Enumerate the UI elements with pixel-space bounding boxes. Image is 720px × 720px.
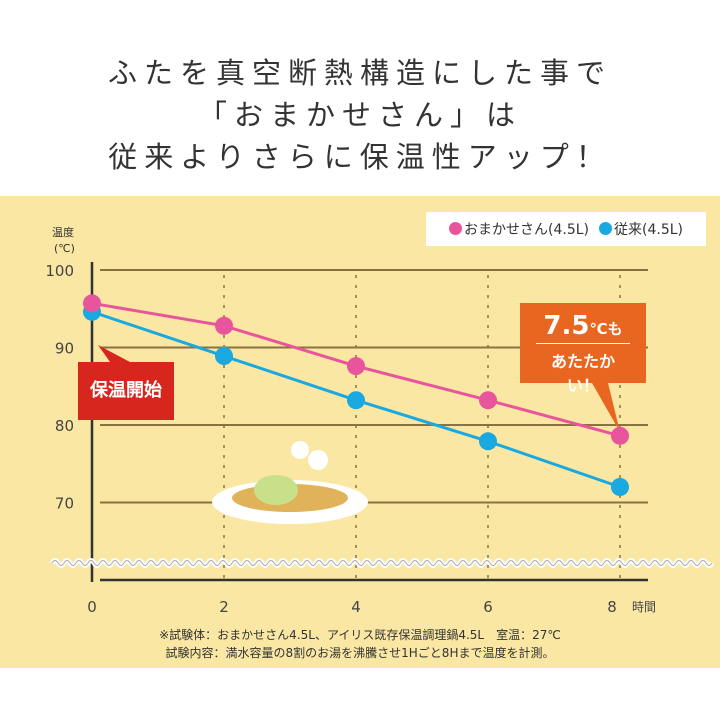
legend-item: 従来(4.5L): [599, 219, 683, 239]
x-tick-label: 4: [351, 598, 361, 616]
y-axis-unit: (℃): [54, 242, 75, 255]
y-tick-label: 90: [55, 340, 74, 358]
diff-value: 7.5: [543, 311, 590, 341]
legend-item: おまかせさん(4.5L): [449, 219, 589, 239]
diff-headline: 7.5℃も: [520, 311, 646, 341]
pink-dot-icon: [449, 222, 462, 235]
headline: ふたを真空断熱構造にした事で 「おまかせさん」は 従来よりさらに保温性アップ！: [0, 52, 720, 178]
diff-text: あたたかい！: [536, 343, 630, 396]
cabbage-icon: [254, 475, 298, 505]
x-tick-label: 6: [483, 598, 493, 616]
data-point: [347, 391, 365, 410]
legend: おまかせさん(4.5L) 従来(4.5L): [426, 212, 706, 246]
x-tick-label: 2: [219, 598, 229, 616]
legend-label: 従来(4.5L): [614, 222, 683, 238]
y-tick-label: 80: [55, 417, 74, 435]
steam-icon: [291, 441, 309, 459]
data-point: [215, 316, 233, 335]
x-tick-label: 0: [87, 598, 97, 616]
legend-label: おまかせさん(4.5L): [464, 222, 589, 238]
data-point: [479, 391, 497, 410]
data-point: [479, 432, 497, 451]
footnote: ※試験体：おまかせさん4.5L、アイリス既存保温調理鍋4.5L 室温：27℃ 試…: [0, 626, 720, 662]
data-point: [215, 347, 233, 366]
start-callout: 保温開始: [78, 362, 174, 420]
axis-break-wave-outline: [51, 560, 713, 566]
start-callout-tail: [98, 345, 130, 362]
y-tick-label: 100: [45, 262, 74, 280]
headline-line: 「おまかせさん」は: [197, 98, 522, 132]
data-point: [611, 426, 629, 445]
y-axis-label: 温度: [52, 225, 74, 239]
difference-callout-tail: [592, 383, 620, 432]
x-tick-label: 8: [607, 598, 617, 616]
diff-unit: ℃も: [589, 320, 623, 338]
steam-icon: [308, 450, 328, 470]
footnote-line: ※試験体：おまかせさん4.5L、アイリス既存保温調理鍋4.5L 室温：27℃: [159, 628, 561, 642]
blue-dot-icon: [599, 222, 612, 235]
y-tick-label: 70: [55, 495, 74, 513]
difference-callout: 7.5℃も あたたかい！: [520, 303, 646, 395]
headline-line: ふたを真空断熱構造にした事で: [107, 56, 612, 90]
data-point: [611, 478, 629, 496]
data-point: [83, 294, 101, 313]
data-point: [347, 357, 365, 376]
footnote-line: 試験内容：満水容量の8割のお湯を沸騰させ1Hごと8Hまで温度を計測。: [165, 646, 555, 660]
x-axis-unit: 時間: [632, 600, 656, 614]
headline-line: 従来よりさらに保温性アップ！: [108, 140, 612, 174]
